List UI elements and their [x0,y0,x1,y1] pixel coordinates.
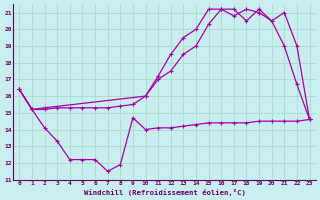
X-axis label: Windchill (Refroidissement éolien,°C): Windchill (Refroidissement éolien,°C) [84,189,245,196]
